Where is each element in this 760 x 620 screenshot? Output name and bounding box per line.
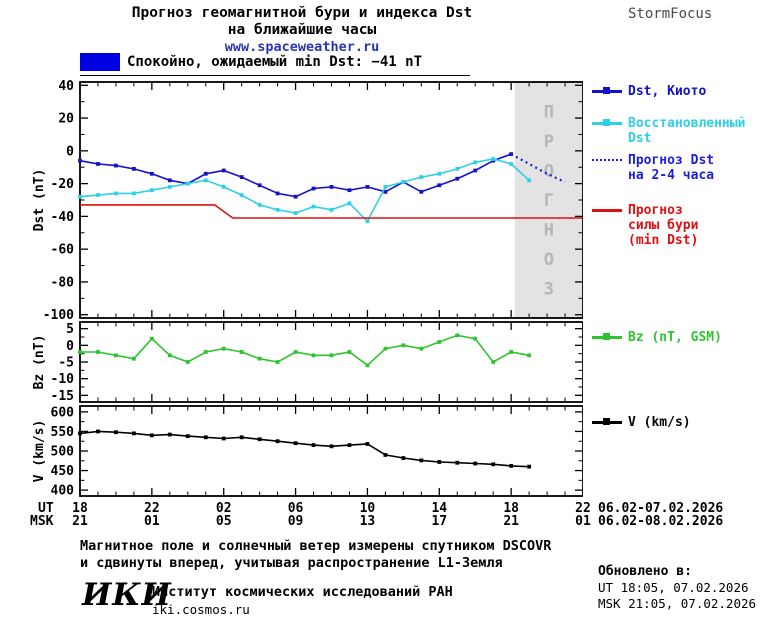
legend-label: Прогноз силы бури (min Dst) — [628, 203, 699, 248]
svg-text:Г: Г — [544, 191, 554, 211]
msk-date-range: 06.02-08.02.2026 — [598, 514, 724, 529]
legend-label: Bz (nT, GSM) — [628, 330, 722, 345]
svg-text:20: 20 — [58, 112, 74, 127]
updated-block: Обновлено в: UT 18:05, 07.02.2026 MSK 21… — [598, 564, 756, 612]
legend-item-bz: Bz (nT, GSM) — [592, 330, 722, 345]
svg-text:Dst (nT): Dst (nT) — [32, 169, 47, 232]
msk-tick: 01 — [575, 514, 591, 529]
page-title: Прогноз геомагнитной бури и индекса Dst — [131, 5, 473, 21]
svg-text:600: 600 — [51, 405, 75, 420]
ut-tick: 06 — [287, 501, 304, 516]
line-marker-icon — [592, 206, 622, 215]
svg-text:П: П — [544, 103, 554, 123]
svg-text:-5: -5 — [58, 356, 74, 371]
msk-tick: 09 — [287, 514, 304, 529]
msk-tick: 05 — [215, 514, 232, 529]
line-marker-icon — [592, 119, 622, 128]
page-subtitle: на ближайшие часы — [227, 22, 377, 38]
ut-tick: 18 — [72, 501, 88, 516]
svg-text:40: 40 — [58, 80, 74, 94]
ut-tick: 22 — [575, 501, 591, 516]
svg-text:З: З — [544, 280, 554, 300]
svg-text:-10: -10 — [51, 372, 75, 387]
legend-item-v: V (km/s) — [592, 415, 691, 430]
ut-tick: 02 — [215, 501, 232, 516]
ut-tick: 14 — [431, 501, 448, 516]
spaceweather-link[interactable]: www.spaceweather.ru — [224, 39, 380, 55]
bz-chart: 5 0 -5-10 -15 Bz (nT) — [32, 321, 583, 404]
msk-tick: 17 — [431, 514, 448, 529]
legend-item-dst-forecast: Прогноз Dst на 2-4 часа — [592, 153, 714, 183]
svg-text:-80: -80 — [51, 275, 75, 290]
svg-text:550: 550 — [51, 425, 75, 440]
legend-label: Dst, Киото — [628, 84, 707, 99]
svg-text:-100: -100 — [43, 308, 74, 320]
line-marker-icon — [592, 87, 622, 96]
svg-text:V (km/s): V (km/s) — [32, 420, 47, 483]
data-source-note: Магнитное поле и солнечный ветер измерен… — [80, 538, 551, 572]
legend-label: Прогноз Dst на 2-4 часа — [628, 153, 715, 183]
updated-label: Обновлено в: — [598, 564, 692, 579]
svg-text:0: 0 — [66, 144, 74, 159]
legend-label: V (km/s) — [628, 415, 691, 430]
ut-tick: 10 — [359, 501, 376, 516]
svg-text:Н: Н — [544, 221, 554, 241]
msk-tick: 21 — [72, 514, 88, 529]
line-marker-icon — [592, 333, 622, 342]
org-name: Институт космических исследований РАН — [152, 584, 453, 600]
svg-text:-60: -60 — [51, 243, 75, 258]
updated-msk: MSK 21:05, 07.02.2026 — [598, 596, 757, 611]
svg-text:-20: -20 — [51, 177, 75, 192]
msk-tick: 21 — [503, 514, 519, 529]
ut-tick: 18 — [503, 501, 519, 516]
svg-text:-40: -40 — [51, 210, 75, 225]
iki-logo: ИКИ — [82, 577, 172, 613]
svg-text:400: 400 — [51, 484, 75, 498]
legend-item-storm-forecast: Прогноз силы бури (min Dst) — [592, 203, 698, 248]
legend-label: Восстановленный Dst — [628, 116, 746, 146]
svg-text:Р: Р — [544, 132, 554, 152]
note-line1: Магнитное поле и солнечный ветер измерен… — [80, 538, 552, 554]
brand-label: StormFocus — [628, 6, 713, 22]
legend-item-dst-restored: Восстановленный Dst — [592, 116, 745, 146]
svg-text:О: О — [544, 250, 554, 270]
msk-tick: 13 — [359, 514, 376, 529]
svg-text:0: 0 — [66, 339, 74, 354]
v-chart: 600 550 500 450 400 V (km/s) — [32, 405, 583, 498]
legend-item-dst-kyoto: Dst, Киото — [592, 84, 706, 99]
svg-text:О: О — [544, 162, 554, 182]
svg-text:Bz (nT): Bz (nT) — [32, 335, 47, 390]
ut-tick: 22 — [144, 501, 160, 516]
status-color-swatch — [80, 53, 120, 71]
note-line2: и сдвинуты вперед, учитывая распростране… — [80, 555, 503, 571]
svg-text:-15: -15 — [51, 389, 74, 404]
msk-tick: 01 — [144, 514, 160, 529]
line-marker-icon — [592, 418, 622, 427]
status-banner: Спокойно, ожидаемый min Dst: −41 nT — [80, 53, 470, 76]
ut-axis-label: UT — [38, 501, 54, 516]
dotted-line-marker-icon — [592, 156, 622, 165]
iki-site-link[interactable]: iki.cosmos.ru — [152, 602, 250, 617]
status-text: Спокойно, ожидаемый min Dst: −41 nT — [127, 54, 423, 70]
svg-text:500: 500 — [51, 445, 75, 460]
msk-axis-label: MSK — [30, 514, 54, 529]
updated-ut: UT 18:05, 07.02.2026 — [598, 580, 749, 595]
svg-text:5: 5 — [66, 322, 74, 337]
svg-text:450: 450 — [51, 464, 75, 479]
ut-date-range: 06.02-07.02.2026 — [598, 501, 724, 516]
